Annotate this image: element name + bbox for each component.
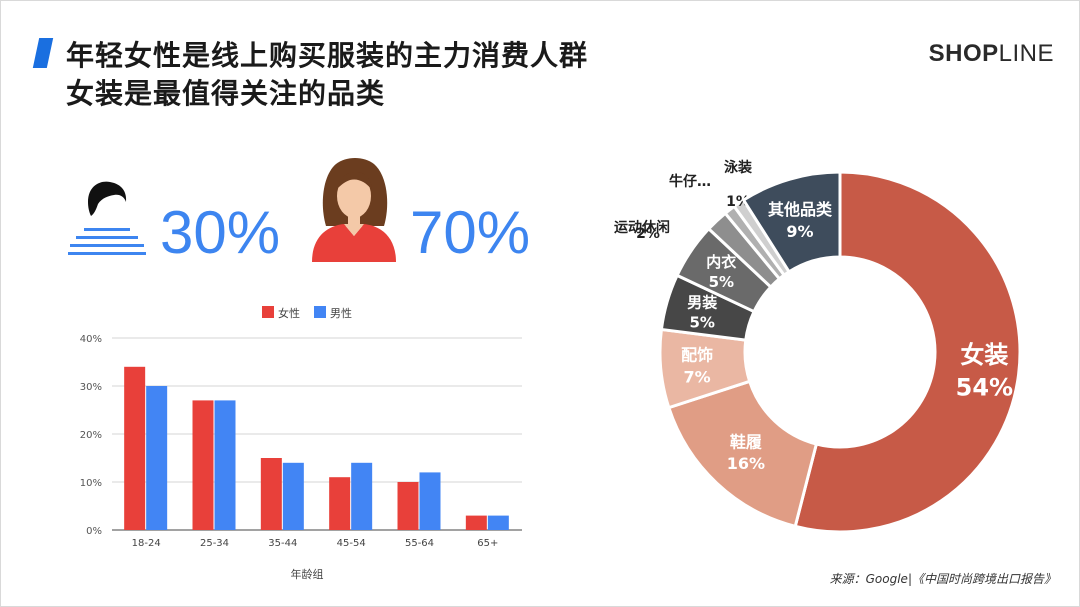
male-person-icon [68,181,146,255]
y-tick-label: 30% [80,382,102,393]
bar-male [351,462,373,530]
bar-female [465,515,487,530]
logo-text-bold: SHOP [928,40,999,67]
age-gender-bar-chart: 0% 10% 20% 30% 40% 女性 男性 18-24 25-34 35-44 45-54 55… [80,306,522,581]
bar-female [260,458,282,530]
x-tick-label: 45-54 [337,538,366,549]
logo-text-thin: LINE [998,40,1054,67]
donut-slice [793,170,1022,534]
slice-label: 配饰 [681,346,713,365]
bar-female [124,366,146,530]
slice-label: 牛仔… [669,173,711,190]
bar-female [397,482,419,530]
slice-value-label: 2% [636,226,660,242]
legend-swatch [314,306,326,318]
x-tick-label: 55-64 [405,538,434,549]
legend-label: 女性 [278,306,300,320]
x-tick-label: 35-44 [268,538,297,549]
slice-value-label: 1% [726,194,750,210]
bar-male [146,386,168,530]
slice-label: 运动休闲 [614,219,670,236]
bar-female [329,477,351,530]
source-note: 来源：Google|《中国时尚跨境出口报告》 [829,572,1056,586]
slice-label: 内衣 [706,253,736,271]
y-tick-label: 10% [80,478,102,489]
brand-logo: SHOPLINE [929,40,1054,68]
female-person-icon [312,158,396,262]
bar-male [214,400,236,530]
slice-label: 其他品类 [768,200,833,219]
x-tick-label: 18-24 [132,538,161,549]
slice-value-label: 16% [727,454,765,473]
y-tick-label: 20% [80,430,102,441]
y-tick-label: 0% [86,526,102,537]
donut-slice [666,379,819,529]
slice-value-label: 5% [689,314,714,332]
slice-value-label: 9% [786,222,813,241]
slide-title-line2: 女装是最值得关注的品类 [66,77,386,110]
legend-label: 男性 [330,306,352,320]
slice-label: 女装 [960,341,1008,369]
bar-male [419,472,441,530]
y-tick-label: 40% [80,334,102,345]
slice-value-label: 54% [956,373,1013,401]
bar-female [192,400,214,530]
bar-male [282,462,304,530]
female-percentage: 70% [410,199,531,266]
bar-male [487,515,509,530]
x-axis-label: 年龄组 [291,567,324,581]
slice-label: 泳装 [724,159,753,176]
slice-label: 男装 [687,293,718,311]
slice-value-label: 7% [684,367,711,386]
male-percentage: 30% [160,199,281,266]
slice-value-label: 5% [709,273,734,291]
legend-swatch [262,306,274,318]
slide-title-line1: 年轻女性是线上购买服装的主力消费人群 [66,39,589,72]
x-tick-label: 25-34 [200,538,229,549]
x-tick-label: 65+ [477,538,498,549]
donut-slice [741,170,842,274]
slice-label: 鞋履 [730,432,762,451]
